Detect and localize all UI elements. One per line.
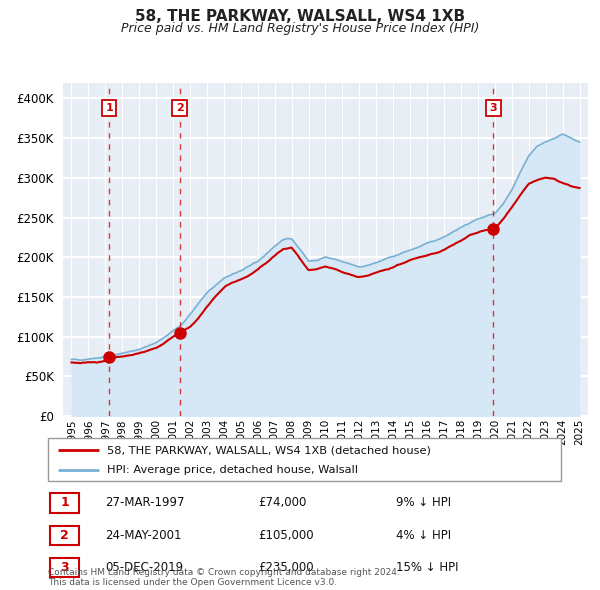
Text: 58, THE PARKWAY, WALSALL, WS4 1XB (detached house): 58, THE PARKWAY, WALSALL, WS4 1XB (detac… xyxy=(107,445,431,455)
Text: 58, THE PARKWAY, WALSALL, WS4 1XB: 58, THE PARKWAY, WALSALL, WS4 1XB xyxy=(135,9,465,24)
Text: 24-MAY-2001: 24-MAY-2001 xyxy=(105,529,182,542)
Text: 2: 2 xyxy=(60,529,69,542)
FancyBboxPatch shape xyxy=(50,493,79,513)
Text: £74,000: £74,000 xyxy=(258,496,307,510)
FancyBboxPatch shape xyxy=(50,526,79,545)
Text: 2: 2 xyxy=(176,103,184,113)
Text: 1: 1 xyxy=(60,496,69,510)
Text: 1: 1 xyxy=(106,103,113,113)
Text: 3: 3 xyxy=(490,103,497,113)
Text: 05-DEC-2019: 05-DEC-2019 xyxy=(105,561,183,575)
Text: 27-MAR-1997: 27-MAR-1997 xyxy=(105,496,185,510)
Text: 15% ↓ HPI: 15% ↓ HPI xyxy=(396,561,458,575)
Text: Contains HM Land Registry data © Crown copyright and database right 2024.
This d: Contains HM Land Registry data © Crown c… xyxy=(48,568,400,587)
Text: Price paid vs. HM Land Registry's House Price Index (HPI): Price paid vs. HM Land Registry's House … xyxy=(121,22,479,35)
Text: 9% ↓ HPI: 9% ↓ HPI xyxy=(396,496,451,510)
Text: £105,000: £105,000 xyxy=(258,529,314,542)
Text: £235,000: £235,000 xyxy=(258,561,314,575)
Text: 3: 3 xyxy=(60,561,69,575)
FancyBboxPatch shape xyxy=(50,558,79,578)
Text: 4% ↓ HPI: 4% ↓ HPI xyxy=(396,529,451,542)
FancyBboxPatch shape xyxy=(48,438,561,481)
Text: HPI: Average price, detached house, Walsall: HPI: Average price, detached house, Wals… xyxy=(107,466,358,475)
